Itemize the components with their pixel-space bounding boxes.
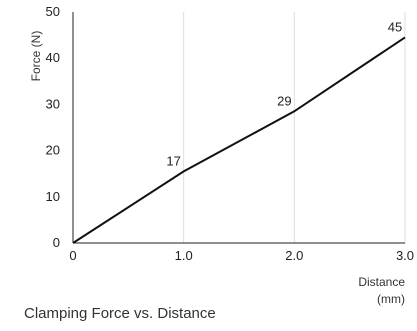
- grid-lines: [183, 12, 406, 243]
- series-line: [72, 36, 406, 244]
- data-label-1: 17: [166, 153, 180, 168]
- data-label-2: 29: [277, 93, 291, 108]
- data-labels: 17 29 45: [166, 19, 402, 168]
- y-tick-label-5: 50: [46, 4, 60, 19]
- chart-caption: Clamping Force vs. Distance: [24, 305, 216, 322]
- x-axis-label-line1: Distance: [358, 275, 405, 289]
- y-tick-label-0: 0: [53, 235, 60, 250]
- x-axis-label-line2: (mm): [377, 292, 405, 306]
- y-tick-labels: 0 10 20 30 40 50: [46, 4, 60, 250]
- y-axis-label: Force (N): [29, 31, 43, 82]
- x-tick-label-2: 2.0: [285, 248, 303, 263]
- x-tick-label-3: 3.0: [396, 248, 414, 263]
- y-tick-label-3: 30: [46, 96, 60, 111]
- y-tick-label-4: 40: [46, 50, 60, 65]
- y-tick-label-2: 20: [46, 143, 60, 158]
- x-tick-label-1: 1.0: [175, 248, 193, 263]
- x-tick-label-0: 0: [69, 248, 76, 263]
- y-tick-label-1: 10: [46, 189, 60, 204]
- x-tick-labels: 0 1.0 2.0 3.0: [69, 248, 414, 263]
- data-label-3: 45: [388, 19, 402, 34]
